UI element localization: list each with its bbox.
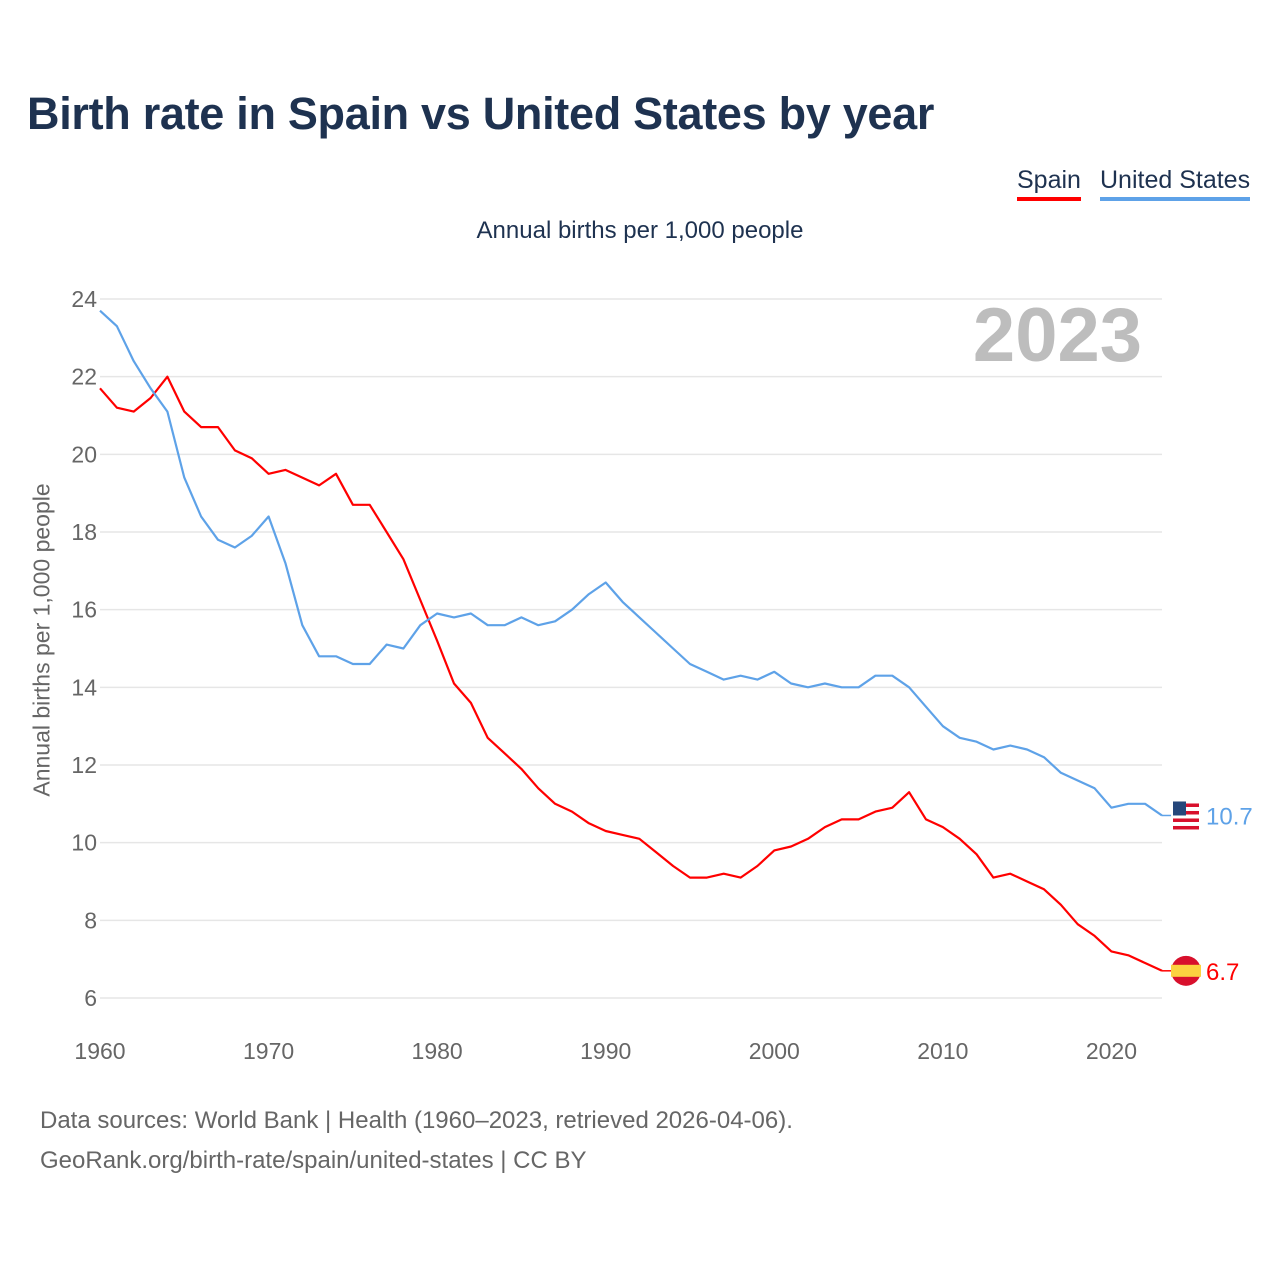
y-tick-label: 8 bbox=[84, 907, 97, 933]
y-tick-label: 18 bbox=[71, 519, 97, 545]
series-line-spain bbox=[99, 375, 1163, 972]
x-tick-label: 2020 bbox=[1086, 1038, 1137, 1064]
y-tick-label: 20 bbox=[71, 441, 97, 467]
y-tick-label: 14 bbox=[71, 674, 97, 700]
x-tick-label: 1970 bbox=[243, 1038, 294, 1064]
spain-flag-stripe bbox=[1171, 964, 1201, 977]
x-tick-label: 1980 bbox=[412, 1038, 463, 1064]
source-text: Data sources: World Bank | Health (1960–… bbox=[40, 1107, 793, 1134]
year-badge: 2023 bbox=[972, 293, 1142, 378]
legend-united-states[interactable]: United States bbox=[1100, 166, 1251, 201]
y-tick-label: 22 bbox=[71, 364, 97, 390]
series-line-united-states bbox=[99, 309, 1163, 817]
us-flag-canton bbox=[1173, 801, 1186, 816]
y-tick-label: 24 bbox=[71, 286, 97, 312]
y-tick-label: 6 bbox=[84, 985, 97, 1011]
end-value-label: 10.7 bbox=[1206, 803, 1253, 830]
x-tick-label: 1960 bbox=[74, 1038, 125, 1064]
legend-spain[interactable]: Spain bbox=[1017, 166, 1081, 201]
x-tick-label: 2010 bbox=[917, 1038, 968, 1064]
chart-title: Birth rate in Spain vs United States by … bbox=[27, 88, 935, 139]
x-tick-label: 1990 bbox=[580, 1038, 631, 1064]
chart-subtitle: Annual births per 1,000 people bbox=[476, 217, 804, 244]
us-flag-stripe bbox=[1173, 825, 1199, 830]
y-tick-label: 16 bbox=[71, 597, 97, 623]
end-value-label: 6.7 bbox=[1206, 959, 1239, 986]
us-flag-stripe bbox=[1173, 818, 1199, 822]
y-tick-label: 12 bbox=[71, 752, 97, 778]
source-link[interactable]: GeoRank.org/birth-rate/spain/united-stat… bbox=[40, 1147, 587, 1174]
x-tick-label: 2000 bbox=[749, 1038, 800, 1064]
y-tick-label: 10 bbox=[71, 830, 97, 856]
